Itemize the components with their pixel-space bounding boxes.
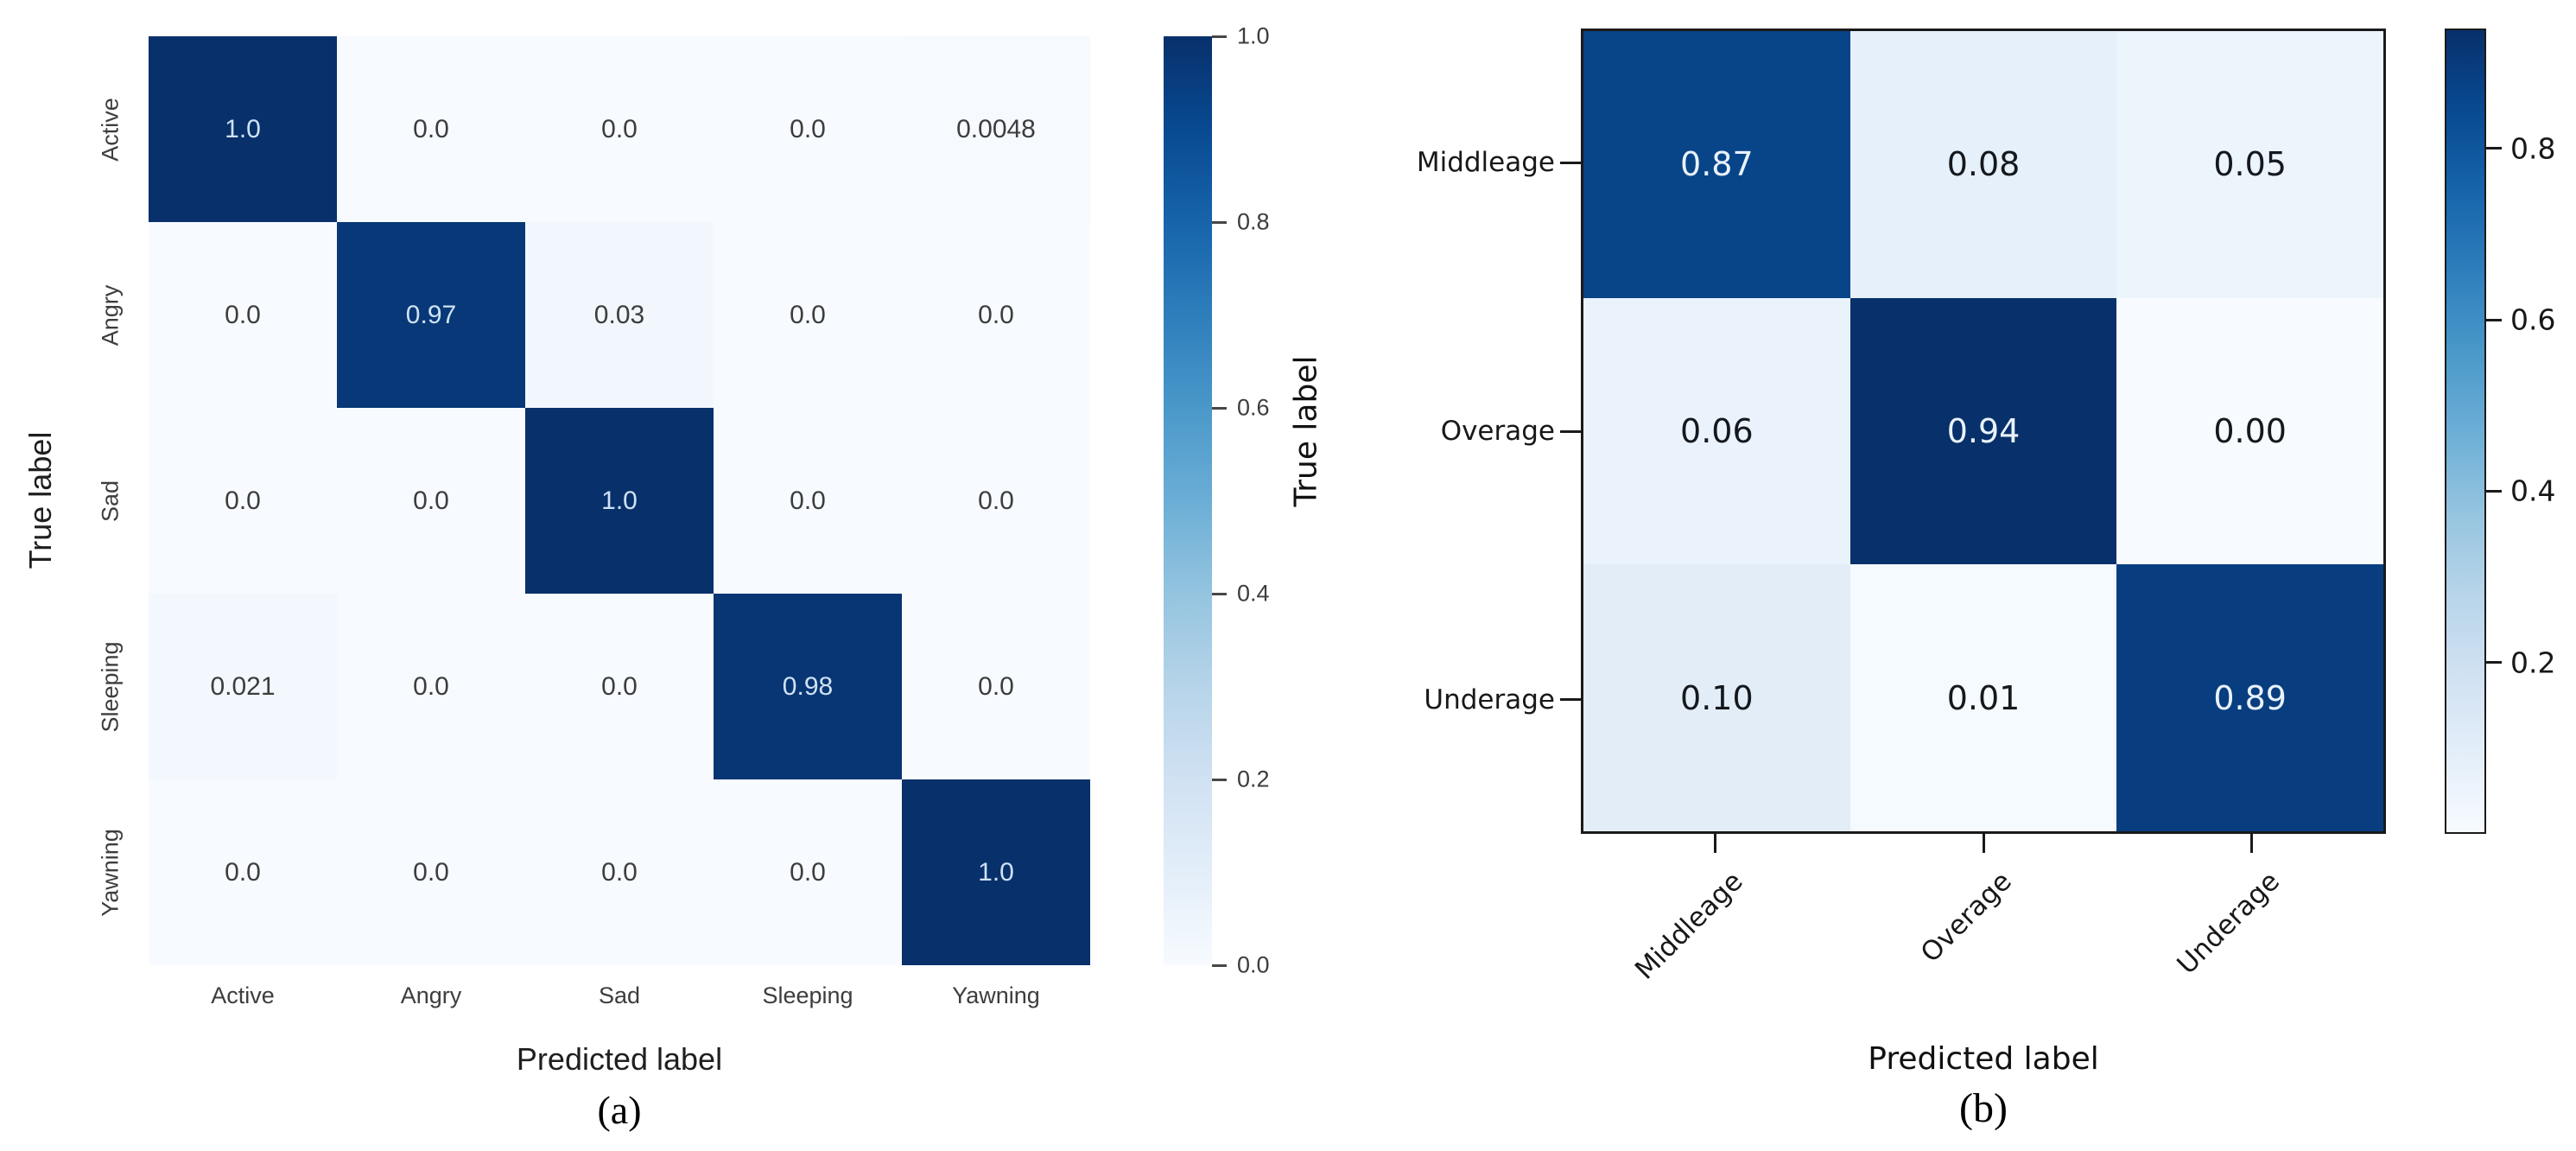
heatmap-cell-b-r2c0: 0.10	[1583, 564, 1850, 831]
colorbar-a-tick-label: 0.2	[1237, 766, 1270, 792]
colorbar-b-tick-label: 0.2	[2510, 645, 2556, 680]
heatmap-cell-a-r0c1: 0.0	[337, 36, 525, 222]
y-tick-a-yawning: Yawning	[97, 828, 124, 917]
colorbar-a-tick-mark	[1212, 35, 1227, 38]
colorbar-a-tick-label: 0.0	[1237, 951, 1270, 978]
heatmap-cell-a-r0c2: 0.0	[525, 36, 714, 222]
heatmap-cell-b-r1c1: 0.94	[1850, 297, 2117, 565]
colorbar-b-tick-mark	[2486, 489, 2502, 493]
colorbar-a-tick-mark	[1212, 592, 1227, 595]
y-tick-mark-b	[1560, 429, 1581, 433]
y-tick-mark-b	[1560, 161, 1581, 164]
y-tick-b-middleage: Middleage	[1416, 147, 1555, 179]
heatmap-cell-a-r4c4: 1.0	[902, 779, 1090, 965]
colorbar-b-tick-mark	[2486, 147, 2502, 150]
x-tick-b-overage: Overage	[1914, 866, 2018, 970]
heatmap-cell-a-r1c0: 0.0	[149, 222, 337, 408]
heatmap-b: 0.87 0.08 0.05 0.06 0.94 0.00 0.10 0.01 0.89	[1581, 29, 2386, 834]
x-tick-b-underage: Underage	[2171, 866, 2287, 981]
heatmap-cell-a-r1c2: 0.03	[525, 222, 714, 408]
colorbar-a-tick-mark	[1212, 220, 1227, 224]
x-axis-title-a: Predicted label	[516, 1041, 723, 1077]
colorbar-a-tick-label: 0.6	[1237, 394, 1270, 421]
heatmap-cell-b-r2c2: 0.89	[2116, 564, 2383, 831]
heatmap-cell-a-r0c4: 0.0048	[902, 36, 1090, 222]
x-tick-mark-b	[1982, 834, 1985, 853]
y-tick-a-sleeping: Sleeping	[97, 640, 124, 733]
heatmap-cell-a-r4c2: 0.0	[525, 779, 714, 965]
y-axis-title-b: True label	[1288, 355, 1324, 507]
heatmap-cell-a-r4c1: 0.0	[337, 779, 525, 965]
colorbar-b-tick-label: 0.6	[2510, 302, 2556, 337]
caption-b: (b)	[1959, 1085, 2008, 1131]
colorbar-a	[1164, 36, 1212, 965]
colorbar-a-tick-mark	[1212, 778, 1227, 781]
heatmap-cell-a-r3c2: 0.0	[525, 594, 714, 779]
heatmap-cell-a-r2c4: 0.0	[902, 408, 1090, 594]
y-tick-a-sad: Sad	[97, 480, 124, 522]
colorbar-a-tick-mark	[1212, 963, 1227, 967]
colorbar-b-tick-label: 0.4	[2510, 474, 2556, 508]
y-axis-title-a: True label	[22, 431, 58, 569]
y-tick-b-underage: Underage	[1424, 684, 1555, 715]
heatmap-cell-a-r4c3: 0.0	[714, 779, 902, 965]
heatmap-cell-b-r0c1: 0.08	[1850, 31, 2117, 298]
heatmap-cell-a-r2c2: 1.0	[525, 408, 714, 594]
caption-a: (a)	[597, 1088, 642, 1132]
heatmap-cell-b-r2c1: 0.01	[1850, 564, 2117, 831]
y-tick-mark-b	[1560, 698, 1581, 702]
heatmap-cell-a-r2c1: 0.0	[337, 408, 525, 594]
heatmap-cell-b-r1c0: 0.06	[1583, 297, 1850, 565]
x-tick-mark-b	[1713, 834, 1716, 853]
heatmap-a: 1.0 0.0 0.0 0.0 0.0048 0.0 0.97 0.03 0.0 0.0 0.0 0.…	[149, 36, 1090, 965]
heatmap-cell-a-r1c1: 0.97	[337, 222, 525, 408]
x-tick-b-middleage: Middleage	[1629, 866, 1749, 986]
colorbar-a-tick-mark	[1212, 406, 1227, 410]
y-tick-b-overage: Overage	[1440, 416, 1555, 447]
heatmap-cell-a-r2c3: 0.0	[714, 408, 902, 594]
colorbar-b-tick-mark	[2486, 318, 2502, 321]
colorbar-a-tick-label: 1.0	[1237, 22, 1270, 49]
x-tick-mark-b	[2250, 834, 2254, 853]
heatmap-cell-a-r3c1: 0.0	[337, 594, 525, 779]
heatmap-cell-a-r0c0: 1.0	[149, 36, 337, 222]
colorbar-a-tick-label: 0.4	[1237, 580, 1270, 607]
heatmap-cell-b-r1c2: 0.00	[2116, 297, 2383, 565]
heatmap-cell-a-r4c0: 0.0	[149, 779, 337, 965]
heatmap-cell-a-r1c3: 0.0	[714, 222, 902, 408]
x-tick-a-sad: Sad	[598, 982, 641, 1008]
heatmap-cell-a-r2c0: 0.0	[149, 408, 337, 594]
x-axis-title-b: Predicted label	[1868, 1041, 2099, 1077]
colorbar-b	[2445, 29, 2486, 834]
heatmap-cell-a-r1c4: 0.0	[902, 222, 1090, 408]
x-tick-a-angry: Angry	[400, 982, 462, 1008]
x-tick-a-active: Active	[211, 982, 275, 1008]
x-tick-a-sleeping: Sleeping	[762, 982, 853, 1008]
heatmap-cell-a-r3c3: 0.98	[714, 594, 902, 779]
heatmap-cell-a-r0c3: 0.0	[714, 36, 902, 222]
y-tick-a-active: Active	[97, 97, 124, 162]
heatmap-cell-b-r0c0: 0.87	[1583, 31, 1850, 298]
heatmap-cell-b-r0c2: 0.05	[2116, 31, 2383, 298]
y-tick-a-angry: Angry	[97, 284, 124, 346]
colorbar-b-tick-mark	[2486, 661, 2502, 665]
heatmap-cell-a-r3c0: 0.021	[149, 594, 337, 779]
colorbar-b-tick-label: 0.8	[2510, 131, 2556, 166]
colorbar-a-tick-label: 0.8	[1237, 208, 1270, 235]
heatmap-cell-a-r3c4: 0.0	[902, 594, 1090, 779]
x-tick-a-yawning: Yawning	[952, 982, 1040, 1008]
